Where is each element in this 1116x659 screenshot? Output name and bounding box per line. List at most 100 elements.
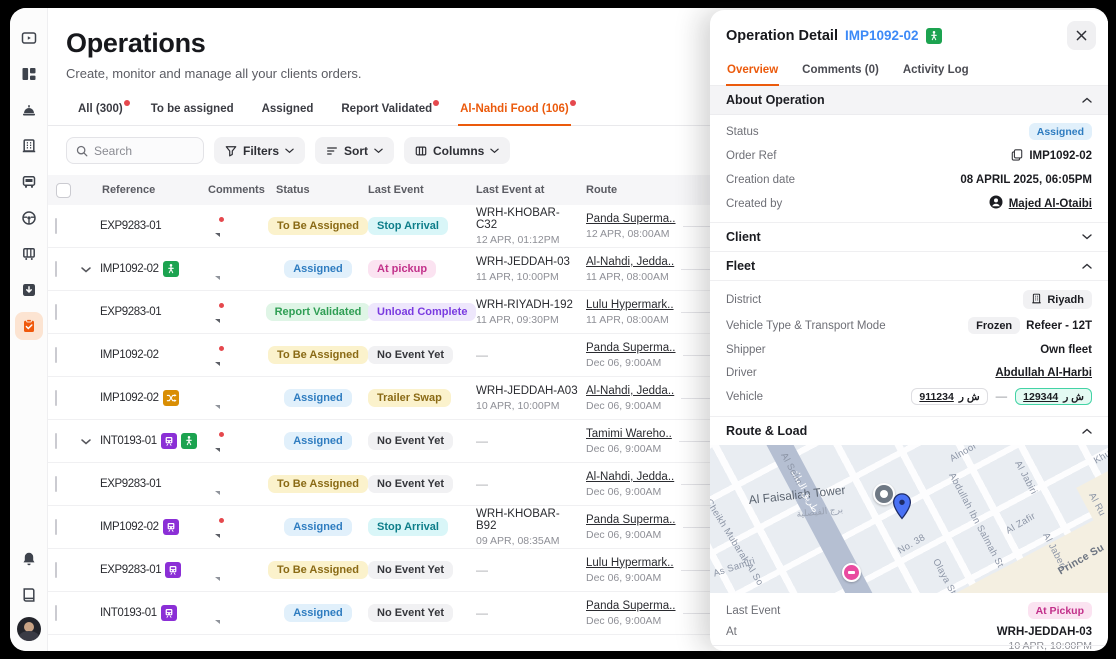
reference-text[interactable]: EXP9283-01	[100, 220, 161, 232]
route-link[interactable]: Tamimi Wareho..	[586, 428, 672, 440]
reference-text[interactable]: IMP1092-02	[100, 349, 159, 361]
section-title: Route & Load	[726, 424, 807, 438]
sidebar-item-dashboard[interactable]	[15, 60, 43, 88]
header-last-event-at[interactable]: Last Event at	[468, 184, 580, 196]
route-link[interactable]: Panda Superma..	[586, 514, 676, 526]
panel-tab-comments-0-[interactable]: Comments (0)	[801, 59, 880, 85]
header-reference[interactable]: Reference	[100, 184, 206, 196]
event-location: WRH-RIYADH-192	[476, 299, 580, 311]
route-link[interactable]: Lulu Hypermark..	[586, 557, 674, 569]
sidebar-item-building[interactable]	[15, 132, 43, 160]
reference-text[interactable]: INT0193-01	[100, 607, 157, 619]
user-link[interactable]: Majed Al-Otaibi	[1009, 198, 1092, 210]
sidebar-item-book[interactable]	[15, 581, 43, 609]
route-time: Dec 06, 9:00AM	[586, 572, 674, 584]
reference-text[interactable]: IMP1092-02	[100, 521, 159, 533]
vehicle-plate[interactable]: 911234ش ر	[911, 388, 987, 405]
reference-cell: EXP9283-01	[100, 478, 206, 490]
sidebar-item-bell[interactable]	[15, 545, 43, 573]
unread-dot	[218, 216, 225, 223]
vehicle-plate[interactable]: 129344ش ر	[1015, 388, 1092, 405]
row-checkbox-cell	[48, 606, 72, 620]
header-comments[interactable]: Comments	[206, 184, 270, 196]
select-all-checkbox[interactable]	[56, 183, 71, 198]
sidebar-item-steering-wheel[interactable]	[15, 204, 43, 232]
header-last-event[interactable]: Last Event	[366, 184, 468, 196]
sidebar-item-truck[interactable]	[15, 168, 43, 196]
row-checkbox[interactable]	[55, 304, 57, 320]
search-input[interactable]: Search	[66, 137, 204, 164]
sidebar-item-tasks-clipboard[interactable]	[15, 312, 43, 340]
close-button[interactable]	[1067, 21, 1096, 50]
truck-icon	[21, 174, 37, 190]
route-link[interactable]: Panda Superma..	[586, 213, 676, 225]
tab-assigned[interactable]: Assigned	[260, 97, 316, 125]
detail-text: 08 APRIL 2025, 06:05PM	[960, 174, 1092, 186]
reference-text[interactable]: EXP9283-01	[100, 306, 161, 318]
route-link[interactable]: Al-Nahdi, Jedda..	[586, 256, 674, 268]
expand-chevron-icon[interactable]	[81, 434, 91, 448]
event-location: WRH-JEDDAH-A03	[476, 385, 580, 397]
row-checkbox[interactable]	[55, 347, 57, 363]
route-map[interactable]: Al Faisaliah Towerبرج الفيصليةطريق الملك…	[710, 445, 1108, 593]
tab-report-validated[interactable]: Report Validated	[339, 97, 434, 125]
map-hotel-marker[interactable]	[842, 563, 861, 582]
reference-text[interactable]: EXP9283-01	[100, 564, 161, 576]
row-checkbox[interactable]	[55, 562, 57, 578]
header-status[interactable]: Status	[270, 184, 366, 196]
section-route-load[interactable]: Route & Load	[710, 416, 1108, 445]
sidebar-item-service-bell[interactable]	[15, 96, 43, 124]
route-link[interactable]: Panda Superma..	[586, 342, 676, 354]
sidebar-item-media-card[interactable]	[15, 24, 43, 52]
section-client[interactable]: Client	[710, 222, 1108, 252]
last-event-at-cell: —	[468, 434, 580, 448]
reference-cell: EXP9283-01	[100, 306, 206, 318]
row-checkbox[interactable]	[55, 476, 57, 492]
reference-text[interactable]: INT0193-01	[100, 435, 157, 447]
reference-text[interactable]: EXP9283-01	[100, 478, 161, 490]
route-link[interactable]: Al-Nahdi, Jedda..	[586, 471, 674, 483]
tab-al-nahdi-food-106-[interactable]: Al-Nahdi Food (106)	[458, 97, 571, 126]
reference-text[interactable]: IMP1092-02	[100, 392, 159, 404]
comments-cell	[206, 477, 270, 491]
route-link[interactable]: Panda Superma..	[586, 600, 676, 612]
reference-text[interactable]: IMP1092-02	[100, 263, 159, 275]
last-event-badge: No Event Yet	[368, 604, 453, 622]
filters-button[interactable]: Filters	[214, 137, 305, 164]
columns-button[interactable]: Columns	[404, 137, 510, 164]
plate-letters: ش ر	[959, 391, 980, 403]
row-checkbox[interactable]	[55, 605, 57, 621]
sort-icon	[326, 145, 338, 157]
detail-value: Assigned	[1029, 123, 1092, 140]
row-checkbox[interactable]	[55, 218, 57, 234]
row-checkbox[interactable]	[55, 390, 57, 406]
tab-label: Report Validated	[341, 103, 432, 115]
panel-tab-overview[interactable]: Overview	[726, 59, 779, 86]
sort-button[interactable]: Sort	[315, 137, 394, 164]
route-link[interactable]: Al-Nahdi, Jedda..	[586, 385, 674, 397]
map-pin-icon[interactable]	[892, 493, 912, 525]
event-location: WRH-KHOBAR-C32	[476, 207, 580, 231]
user-avatar[interactable]	[17, 617, 41, 641]
route-link[interactable]: Lulu Hypermark..	[586, 299, 674, 311]
status-cell: Assigned	[270, 518, 366, 536]
expand-chevron-icon[interactable]	[81, 262, 91, 276]
row-checkbox[interactable]	[55, 433, 57, 449]
row-checkbox[interactable]	[55, 519, 57, 535]
sidebar-item-train[interactable]	[15, 240, 43, 268]
notification-dot	[433, 100, 439, 106]
sidebar-item-inbox-box[interactable]	[15, 276, 43, 304]
district-name: Riyadh	[1047, 294, 1084, 306]
row-checkbox[interactable]	[55, 261, 57, 277]
driver-link[interactable]: Abdullah Al-Harbi	[995, 367, 1092, 379]
panel-tab-activity-log[interactable]: Activity Log	[902, 59, 970, 85]
section-about-operation[interactable]: About Operation	[710, 86, 1108, 115]
at-label: At	[726, 626, 737, 638]
copy-icon[interactable]	[1011, 148, 1023, 164]
section-fleet[interactable]: Fleet	[710, 252, 1108, 281]
tab-to-be-assigned[interactable]: To be assigned	[149, 97, 236, 125]
operation-ref-link[interactable]: IMP1092-02	[845, 28, 919, 43]
train-icon	[163, 519, 179, 535]
last-event-cell: Unload Complete	[366, 303, 468, 321]
tab-all-300-[interactable]: All (300)	[76, 97, 125, 125]
